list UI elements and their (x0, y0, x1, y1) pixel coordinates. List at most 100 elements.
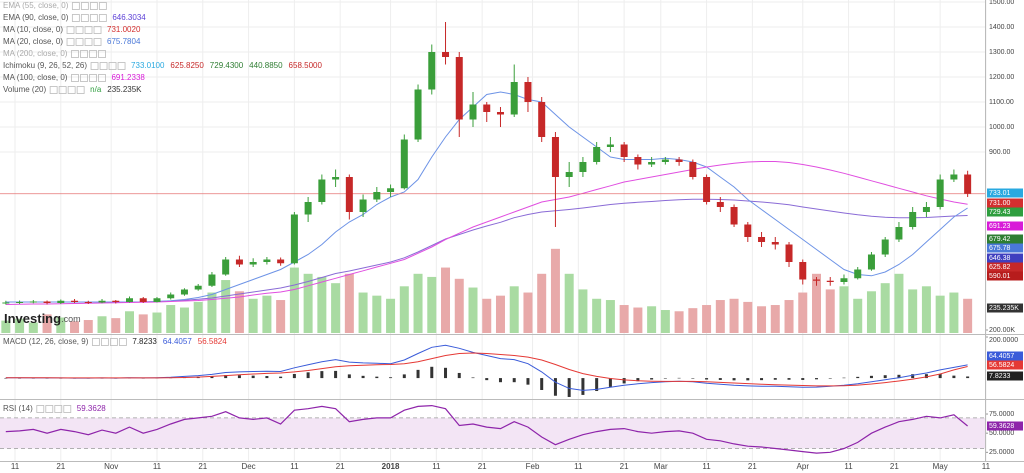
macd-histogram-bar (732, 378, 736, 381)
x-tick-label: 21 (198, 462, 207, 471)
legend-icon (80, 50, 88, 58)
volume-bar (743, 301, 753, 333)
volume-bar (28, 322, 38, 333)
candle-body (29, 301, 37, 303)
candle-body (304, 202, 312, 215)
x-tick-label: May (933, 462, 948, 471)
price-tag: 590.01 (989, 273, 1011, 280)
candle-body (950, 174, 958, 180)
candle-body (373, 192, 381, 200)
price-tag-bg (987, 253, 1023, 263)
macd-histogram-bar (938, 373, 942, 379)
price-tag: 733.01 (989, 190, 1011, 197)
price-tag-bg (987, 234, 1023, 244)
legend-icon (117, 62, 126, 70)
volume-bar (289, 267, 299, 333)
volume-bar (564, 273, 574, 333)
candle-body (922, 207, 930, 212)
volume-bar (248, 298, 258, 333)
candle-body (387, 188, 395, 192)
legend-icon (98, 74, 106, 82)
volume-bar (138, 314, 148, 333)
price-tag: 646.38 (989, 255, 1011, 262)
candle-body (771, 242, 779, 245)
macd-histogram-bar (856, 376, 860, 379)
candle-body (180, 289, 188, 295)
candle-body (648, 162, 656, 165)
y-tick-label: 1400.00 (989, 24, 1014, 31)
candle-body (57, 300, 65, 303)
x-tick-label: 21 (336, 462, 345, 471)
rsi-tick-label: 75.0000 (989, 411, 1014, 418)
legend-icon (89, 2, 98, 10)
macd-histogram-bar (801, 378, 805, 380)
candle-body (428, 52, 436, 90)
macd-histogram-bar (306, 372, 310, 379)
watermark-suffix: .com (61, 314, 81, 324)
candle-body (606, 144, 614, 147)
volume-bar (605, 300, 615, 333)
legend-icon (89, 14, 98, 22)
legend-icon (66, 26, 75, 34)
macd-histogram-bar (4, 378, 8, 379)
macd-histogram-bar (224, 375, 228, 379)
candle-body (469, 104, 477, 120)
x-tick-label: 21 (748, 462, 757, 471)
macd-histogram-bar (773, 378, 777, 380)
legend-icon (98, 14, 107, 22)
legend-name: RSI (14) (3, 404, 33, 413)
candle-body (318, 179, 326, 202)
volume-bar (303, 273, 313, 333)
x-tick-label: Mar (654, 462, 668, 471)
volume-bar (949, 292, 959, 333)
volume-bar (592, 298, 602, 333)
rsi-band (0, 417, 985, 449)
price-tag-bg (987, 221, 1023, 231)
candle-body (964, 174, 972, 194)
rsi-line (5, 404, 968, 454)
candle-body (84, 302, 92, 303)
candle-body (703, 177, 711, 202)
value-tag: 64.4057 (989, 353, 1014, 360)
price-tag-bg (987, 262, 1023, 272)
macd-histogram-bar (595, 378, 599, 392)
candle-body (455, 57, 463, 120)
volume-bar (537, 273, 547, 333)
legend-icon (108, 62, 117, 70)
candle-body (483, 104, 491, 112)
macd-histogram-bar (691, 378, 695, 379)
candle-body (194, 285, 202, 290)
price-tag: 675.78 (989, 245, 1011, 252)
candle-body (538, 102, 546, 137)
volume-bar (798, 292, 808, 333)
signal-line (5, 352, 968, 387)
x-tick-label: 2018 (382, 462, 400, 471)
volume-bar (97, 316, 107, 333)
indicator-line (5, 91, 968, 303)
volume-bar (770, 305, 780, 333)
y-tick-label: 1100.00 (989, 99, 1014, 106)
candle-body (634, 157, 642, 165)
legend-icon (66, 38, 75, 46)
legend-reading: 59.3628 (77, 404, 106, 413)
legend-reading: 733.0100 (131, 61, 165, 70)
macd-histogram-bar (966, 376, 970, 379)
volume-bar (276, 300, 286, 333)
volume-bar (344, 273, 354, 333)
value-tag-bg (987, 371, 1023, 381)
volume-bar (935, 295, 945, 333)
legend-icon (109, 338, 118, 346)
x-tick-label: 11 (11, 462, 20, 471)
macd-histogram-bar (567, 378, 571, 397)
volume-bar (578, 289, 588, 333)
legend-icon (84, 38, 93, 46)
macd-histogram-bar (553, 378, 557, 396)
legend-name: EMA (90, close, 0) (3, 13, 69, 22)
legend-icon (36, 405, 45, 413)
macd-histogram-bar (663, 378, 667, 379)
legend-icon (80, 2, 89, 10)
macd-histogram-bar (924, 374, 928, 379)
rsi-tick-label: 50.0000 (989, 430, 1014, 437)
indicator-line (5, 161, 968, 305)
